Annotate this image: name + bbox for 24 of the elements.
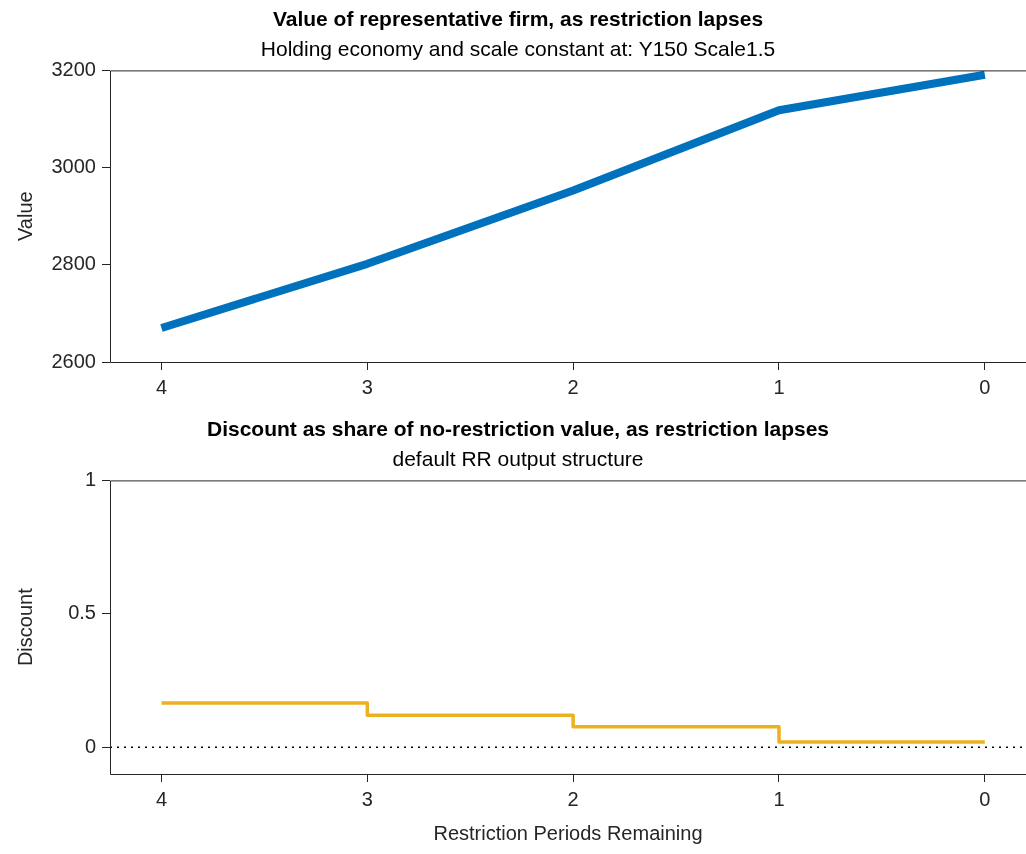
x-tick-label: 0 — [979, 375, 991, 398]
y-tick-label: 2800 — [51, 252, 96, 275]
y-axis-title: Value — [13, 191, 36, 242]
x-tick-label: 3 — [361, 375, 373, 398]
x-tick-label: 2 — [567, 787, 579, 810]
x-tick-label: 2 — [567, 375, 579, 398]
y-axis-title: Discount — [13, 587, 36, 667]
y-tick-label: 3000 — [51, 155, 96, 178]
x-tick-label: 1 — [773, 375, 785, 398]
y-tick-label: 1 — [84, 467, 96, 490]
y-tick-label: 2600 — [51, 349, 96, 372]
x-tick-label: 4 — [155, 787, 168, 810]
x-tick-label: 0 — [979, 787, 991, 810]
x-tick-label: 1 — [773, 787, 785, 810]
chart-title: Value of representative firm, as restriction lapses — [272, 7, 764, 31]
x-axis-title: Restriction Periods Remaining — [433, 821, 703, 844]
y-tick-label: 3200 — [51, 57, 96, 80]
y-tick-label: 0 — [84, 734, 96, 757]
y-tick-label: 0.5 — [68, 601, 96, 624]
chart-subtitle: Holding economy and scale constant at: Y150 Scale1.5 — [260, 36, 776, 60]
chart-subtitle: default RR output structure — [392, 446, 644, 470]
x-tick-label: 4 — [155, 375, 168, 398]
x-tick-label: 3 — [361, 787, 373, 810]
chart-title: Discount as share of no-restriction value, as restriction lapses — [206, 417, 830, 441]
